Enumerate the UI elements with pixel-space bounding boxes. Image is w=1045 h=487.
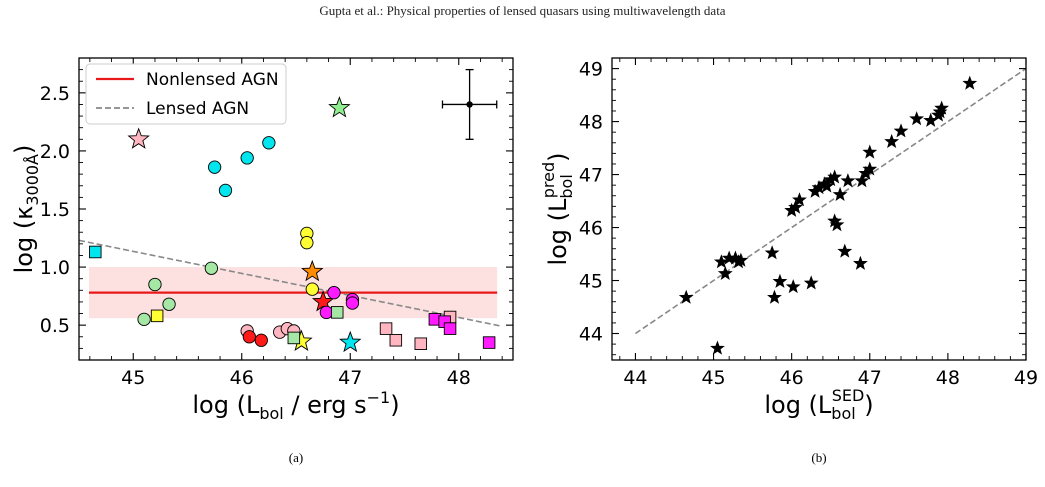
- panel-b-point-star: [862, 144, 878, 159]
- one-to-one-line: [634, 67, 1027, 335]
- panel-a-xtick-label: 45: [121, 367, 145, 389]
- panel-b-point-star: [731, 254, 746, 269]
- panel-b-point-star: [772, 273, 788, 288]
- panel-b-ytick-label: 45: [579, 271, 603, 293]
- panel-a-ytick-label: 1.5: [40, 199, 70, 221]
- panel-b-ylabel: log (Lbolpred): [539, 152, 576, 265]
- panel-a-point-circle: [319, 305, 334, 320]
- panel-a-ylabel: log (κ3000Å): [10, 145, 42, 274]
- panel-b-caption: (b): [811, 450, 826, 465]
- panel-a-point-square: [443, 322, 457, 335]
- panel-a-point-star: [127, 127, 150, 149]
- panel-b-xtick-label: 45: [701, 367, 725, 389]
- panel-a-point-circle: [262, 136, 276, 150]
- panel-a-caption: (a): [289, 450, 303, 465]
- panel-a-point-square: [330, 306, 344, 319]
- panel-b-axes-frame: [611, 57, 1027, 361]
- panel-a-point-star: [328, 96, 351, 118]
- panel-b-ytick-label: 47: [579, 165, 603, 187]
- panel-b-ytick-label: 44: [579, 324, 603, 346]
- panel-b-point-star: [678, 289, 694, 304]
- panel-a-point-star: [301, 259, 324, 282]
- legend-label-nonlensed: Nonlensed AGN: [146, 70, 279, 90]
- panel-a-ytick-label: 0.5: [40, 315, 70, 337]
- panel-b-ytick-label: 46: [579, 218, 603, 240]
- panel-a-xlabel: log (Lbol / erg s−1): [192, 388, 399, 423]
- panel-b-xtick-label: 49: [1014, 367, 1038, 389]
- panel-a-point-square: [414, 337, 428, 350]
- panel-b-point-star: [788, 199, 803, 214]
- panel-b-point-star: [710, 340, 725, 355]
- panel-a-point-square: [389, 334, 403, 347]
- panel-a-point-circle: [162, 297, 176, 311]
- panel-b-ytick-label: 49: [579, 59, 603, 81]
- panel-a-point-circle: [137, 312, 151, 326]
- panel-b-point-star: [829, 217, 845, 232]
- panel-a-xtick-label: 47: [338, 367, 362, 389]
- panel-b-point-star: [785, 279, 801, 294]
- legend-label-lensed: Lensed AGN: [146, 99, 249, 119]
- panel-b-point-star: [853, 255, 868, 270]
- panel-b-point-star: [962, 75, 978, 90]
- panel-a-ytick-label: 2.5: [40, 83, 70, 105]
- panel-b-point-star: [884, 133, 900, 149]
- panel-a-point-square: [287, 331, 301, 345]
- panel-a-point-square: [482, 336, 496, 349]
- panel-b-point-star: [764, 245, 780, 260]
- panel-a-ytick-label: 1.0: [40, 257, 70, 279]
- panel-b-point-star: [767, 289, 782, 304]
- panel-a-legend: Nonlensed AGN Lensed AGN: [85, 63, 287, 125]
- panel-b-point-star: [837, 243, 853, 258]
- panel-a-point-circle: [242, 330, 256, 344]
- panel-a-point-circle: [240, 151, 254, 165]
- page-header: Gupta et al.: Physical properties of len…: [319, 3, 726, 18]
- panel-b-point-star: [854, 173, 870, 188]
- panel-a-point-star: [311, 290, 335, 312]
- panel-b-xtick-label: 47: [858, 367, 882, 389]
- panel-b-point-star: [792, 192, 807, 207]
- panel-b: 44 45 46 47 48 49 44 45 46 47 48 49 log (LbolSED) l…: [539, 57, 1038, 465]
- panel-b-point-star: [827, 169, 843, 184]
- panel-b-point-star: [840, 173, 856, 188]
- panel-a-point-circle: [305, 282, 319, 296]
- panel-a-point-circle: [345, 296, 360, 310]
- panel-a-ytick-label: 2.0: [40, 141, 70, 163]
- panel-a-point-circle: [327, 285, 341, 300]
- panel-a-xtick-label: 48: [447, 367, 471, 389]
- panel-a-point-square: [150, 309, 164, 323]
- panel-a-point-square: [379, 322, 393, 335]
- panel-a-point-square: [89, 245, 102, 259]
- panel-b-point-star: [717, 265, 733, 280]
- panel-a-point-circle: [204, 261, 219, 275]
- panel-a-point-circle: [300, 236, 314, 250]
- panel-b-xtick-label: 46: [780, 367, 804, 389]
- panel-b-ytick-label: 48: [579, 112, 603, 134]
- panel-b-xtick-label: 48: [936, 367, 960, 389]
- legend-box: [85, 63, 287, 125]
- panel-a-point-circle: [218, 183, 233, 198]
- panel-b-point-star: [893, 123, 909, 138]
- panel-b-xlabel: log (LbolSED): [764, 386, 873, 423]
- panel-a-point-circle: [148, 277, 162, 292]
- panel-b-point-star: [803, 275, 819, 290]
- panel-a-xtick-label: 46: [230, 367, 254, 389]
- panel-b-point-star: [934, 100, 950, 115]
- panel-a-point-circle: [207, 160, 222, 174]
- panel-b-point-star: [909, 111, 925, 126]
- panel-a-point-circle: [254, 333, 268, 347]
- error-bar-point: [466, 101, 473, 108]
- panel-a-point-star: [339, 330, 362, 353]
- panel-a: 45 46 47 48 0.5 1.0 1.5 2.0 2.5 Nonlensed AGN Le…: [10, 57, 514, 465]
- panel-b-xtick-label: 44: [623, 367, 647, 389]
- panel-b-point-star: [862, 161, 878, 176]
- panel-b-point-star: [832, 186, 848, 201]
